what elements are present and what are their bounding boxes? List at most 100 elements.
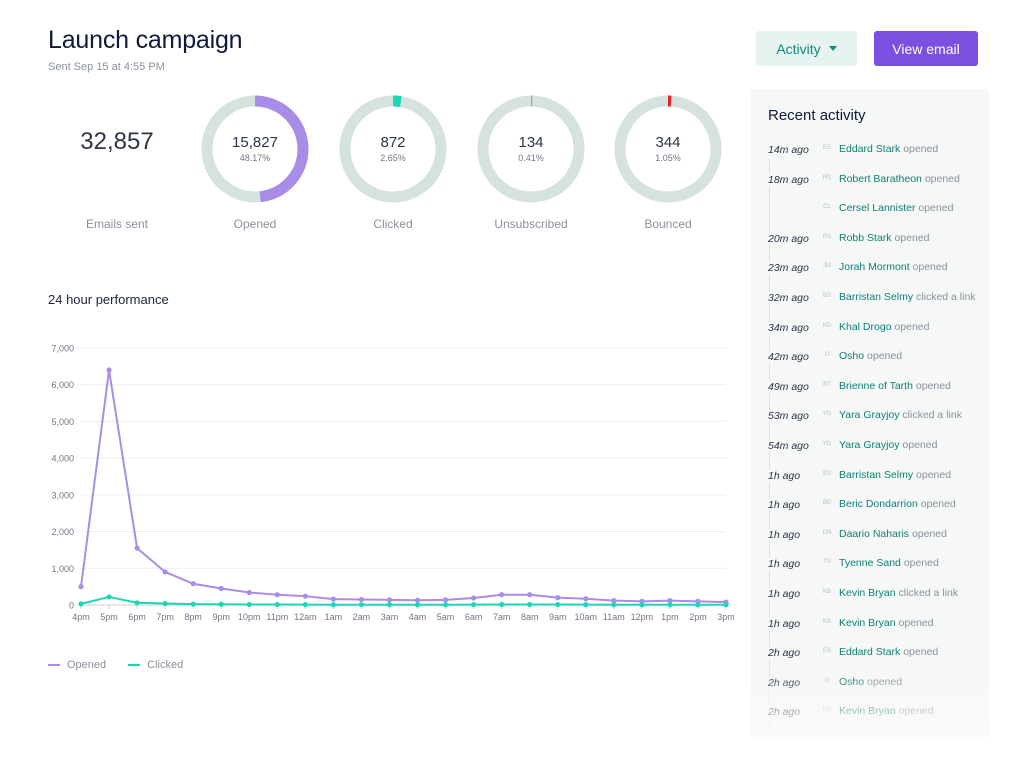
activity-time: 53m ago	[768, 410, 811, 423]
data-point-clicked[interactable]	[499, 601, 505, 608]
data-point-clicked[interactable]	[246, 601, 252, 608]
contact-name-link[interactable]: Barristan Selmy	[839, 290, 914, 303]
data-point-clicked[interactable]	[555, 601, 561, 608]
contact-name-link[interactable]: Yara Grayjoy	[839, 409, 900, 422]
x-tick-label: 1pm	[661, 612, 679, 622]
contact-name-link[interactable]: Kevin Bryan	[839, 586, 896, 599]
view-email-button[interactable]: View email	[874, 31, 978, 66]
contact-name-link[interactable]: Khal Drogo	[839, 320, 892, 333]
y-tick-label: 6,000	[51, 380, 74, 390]
activity-item: 2h ago O Osho opened	[751, 668, 989, 698]
legend-item-opened[interactable]: Opened	[48, 659, 106, 671]
activity-item: 49m ago BT Brienne of Tarth opened	[751, 372, 989, 402]
activity-time: 23m ago	[768, 262, 811, 275]
data-point-opened[interactable]	[246, 589, 252, 596]
data-point-clicked[interactable]	[274, 601, 280, 608]
data-point-clicked[interactable]	[78, 601, 84, 607]
data-point-clicked[interactable]	[611, 602, 617, 608]
data-point-opened[interactable]	[274, 592, 280, 598]
contact-name-link[interactable]: Osho	[839, 675, 865, 688]
x-tick-label: 3pm	[717, 612, 735, 622]
avatar: TS	[823, 559, 831, 566]
contact-name-link[interactable]: Cersel Lannister	[839, 202, 916, 215]
data-point-clicked[interactable]	[218, 601, 224, 607]
contact-name-link[interactable]: Eddard Stark	[839, 646, 901, 659]
data-point-opened[interactable]	[218, 585, 224, 592]
data-point-opened[interactable]	[471, 595, 477, 601]
x-tick-label: 6pm	[128, 612, 146, 622]
data-point-clicked[interactable]	[723, 602, 729, 608]
page-title: Launch campaign	[48, 26, 243, 54]
data-point-opened[interactable]	[414, 597, 421, 603]
data-point-opened[interactable]	[358, 596, 365, 603]
contact-name-link[interactable]: Kevin Bryan	[839, 616, 896, 629]
contact-name-link[interactable]: Daario Naharis	[839, 527, 910, 540]
data-point-clicked[interactable]	[330, 602, 336, 608]
activity-button-label: Activity	[776, 40, 821, 57]
legend-swatch-opened	[48, 664, 60, 666]
data-point-clicked[interactable]	[583, 602, 589, 608]
contact-name-link[interactable]: Robert Baratheon	[839, 172, 922, 185]
data-point-clicked[interactable]	[667, 602, 673, 608]
data-point-opened[interactable]	[134, 545, 140, 551]
data-point-opened[interactable]	[106, 367, 112, 373]
data-point-clicked[interactable]	[695, 602, 701, 608]
data-point-clicked[interactable]	[358, 602, 365, 608]
activity-text: Tyenne Sand opened	[839, 557, 939, 569]
data-point-opened[interactable]	[442, 597, 449, 603]
activity-item: 1h ago DN Daario Naharis opened	[751, 520, 989, 550]
data-point-clicked[interactable]	[190, 601, 196, 607]
activity-text: Barristan Selmy clicked a link	[839, 291, 976, 303]
contact-name-link[interactable]: Kevin Bryan	[839, 705, 896, 718]
data-point-opened[interactable]	[527, 592, 533, 598]
activity-dropdown-button[interactable]: Activity	[756, 31, 857, 66]
data-point-clicked[interactable]	[414, 602, 421, 608]
contact-name-link[interactable]: Brienne of Tarth	[839, 379, 913, 392]
contact-name-link[interactable]: Yara Grayjoy	[839, 438, 900, 451]
activity-text: Osho opened	[839, 350, 902, 362]
data-point-clicked[interactable]	[302, 602, 308, 608]
x-tick-label: 1am	[325, 612, 343, 622]
contact-name-link[interactable]: Barristan Selmy	[839, 468, 914, 481]
stat-value: 15,827	[232, 134, 278, 151]
stat-value: 872	[380, 134, 406, 151]
data-point-opened[interactable]	[78, 584, 84, 590]
activity-text: Jorah Mormont opened	[839, 261, 948, 273]
data-point-opened[interactable]	[667, 597, 673, 604]
contact-name-link[interactable]: Beric Dondarrion	[839, 498, 918, 511]
contact-name-link[interactable]: Jorah Mormont	[839, 261, 910, 274]
data-point-opened[interactable]	[611, 597, 617, 604]
data-point-opened[interactable]	[330, 596, 336, 602]
activity-action: opened	[894, 231, 930, 244]
data-point-clicked[interactable]	[162, 600, 168, 607]
data-point-opened[interactable]	[302, 593, 308, 599]
y-tick-label: 1,000	[51, 564, 74, 574]
data-point-clicked[interactable]	[471, 602, 477, 608]
data-point-clicked[interactable]	[386, 602, 393, 608]
contact-name-link[interactable]: Tyenne Sand	[839, 557, 901, 570]
data-point-opened[interactable]	[583, 596, 589, 602]
data-point-opened[interactable]	[555, 595, 561, 601]
x-tick-label: 3am	[381, 612, 399, 622]
data-point-clicked[interactable]	[442, 602, 449, 608]
legend-label-opened: Opened	[67, 659, 107, 671]
data-point-opened[interactable]	[162, 569, 168, 575]
data-point-clicked[interactable]	[134, 600, 140, 606]
data-point-opened[interactable]	[190, 581, 196, 587]
activity-text: Yara Grayjoy clicked a link	[839, 409, 962, 421]
activity-action: opened	[918, 202, 954, 215]
activity-text: Yara Grayjoy opened	[839, 439, 937, 451]
avatar: YG	[822, 440, 832, 447]
data-point-clicked[interactable]	[106, 594, 112, 600]
data-point-clicked[interactable]	[527, 601, 533, 608]
data-point-opened[interactable]	[499, 592, 505, 598]
activity-item: 53m ago YG Yara Grayjoy clicked a link	[751, 401, 989, 431]
emails-sent-value: 32,857	[80, 128, 154, 155]
contact-name-link[interactable]: Robb Stark	[839, 231, 892, 244]
data-point-opened[interactable]	[386, 597, 393, 603]
contact-name-link[interactable]: Eddard Stark	[839, 143, 901, 155]
data-point-clicked[interactable]	[639, 602, 645, 608]
contact-name-link[interactable]: Osho	[839, 350, 865, 363]
legend-item-clicked[interactable]: Clicked	[128, 659, 183, 671]
activity-action: opened	[920, 498, 956, 511]
